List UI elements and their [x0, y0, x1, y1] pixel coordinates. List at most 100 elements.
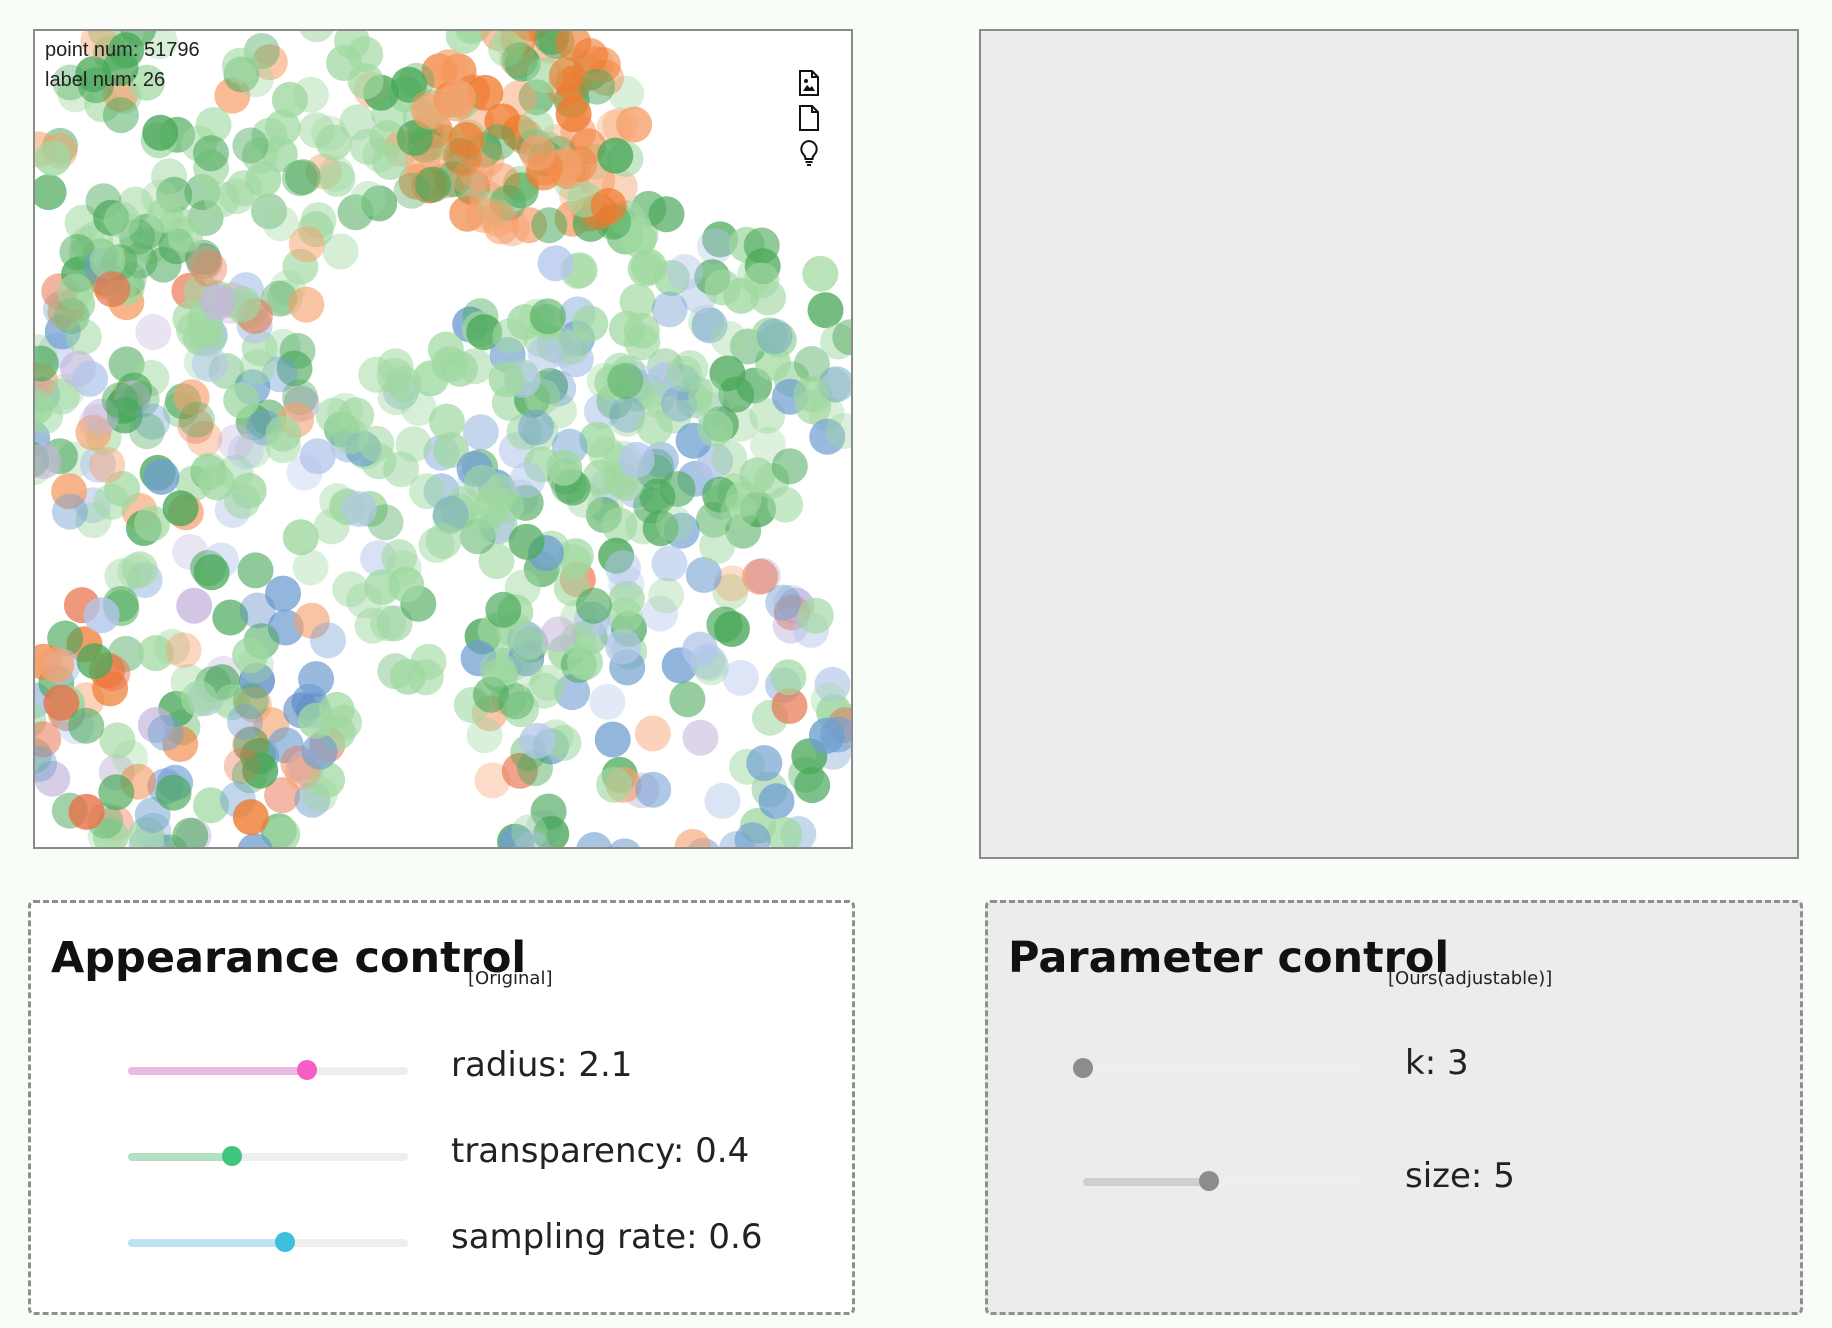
k-label: k: 3	[1405, 1043, 1469, 1083]
scatter-point	[518, 108, 555, 145]
scatter-point	[594, 721, 631, 758]
scatter-point	[301, 733, 338, 770]
slider-thumb[interactable]	[275, 1232, 295, 1252]
scatter-point	[725, 481, 762, 518]
scatter-point	[193, 135, 229, 172]
scatter-point	[51, 493, 88, 530]
scatter-plot[interactable]	[35, 31, 851, 847]
label-count-label: label num: 26	[45, 69, 166, 91]
scatter-plot-panel[interactable]: point num: 51796 label num: 26	[33, 29, 853, 849]
scatter-point	[128, 413, 165, 450]
scatter-point	[766, 816, 803, 847]
scatter-point	[518, 409, 554, 446]
scatter-point	[685, 557, 722, 593]
scatter-point	[264, 816, 301, 847]
scatter-point	[310, 622, 346, 659]
scatter-point	[217, 424, 254, 461]
scatter-point	[602, 352, 639, 389]
scatter-point	[347, 36, 384, 73]
scatter-point	[165, 632, 202, 669]
scatter-point	[72, 360, 109, 397]
scatter-point	[137, 707, 174, 743]
scatter-point	[722, 659, 759, 696]
scatter-point	[448, 122, 485, 158]
sampling-rate-slider[interactable]	[128, 1232, 408, 1254]
scatter-point	[181, 680, 217, 717]
scatter-point	[576, 832, 612, 847]
scatter-point	[620, 221, 657, 258]
slider-thumb[interactable]	[1073, 1058, 1093, 1078]
scatter-point	[372, 144, 409, 180]
size-slider[interactable]	[1083, 1171, 1363, 1193]
appearance-control-subtitle: [Original]	[468, 968, 553, 989]
k-slider[interactable]	[1073, 1058, 1363, 1080]
scatter-point	[533, 816, 570, 847]
scatter-point	[718, 376, 755, 413]
scatter-point	[669, 681, 706, 718]
scatter-point	[350, 180, 387, 217]
scatter-point	[619, 283, 656, 320]
scatter-point	[52, 64, 89, 101]
scatter-point	[162, 490, 199, 527]
slider-thumb[interactable]	[297, 1060, 317, 1080]
radius-label: radius: 2.1	[451, 1045, 633, 1085]
scatter-point	[251, 44, 288, 81]
scatter-point	[341, 491, 377, 527]
scatter-point	[651, 545, 688, 582]
scatter-point	[537, 245, 574, 282]
scatter-point	[814, 666, 851, 703]
scatter-point	[682, 719, 719, 756]
scatter-point	[498, 825, 535, 847]
scatter-point	[75, 502, 112, 539]
radius-slider[interactable]	[128, 1060, 408, 1082]
scatter-point	[354, 607, 391, 644]
scatter-point	[765, 584, 802, 621]
scatter-point	[474, 762, 511, 799]
scatter-point	[76, 643, 113, 680]
scatter-point	[609, 838, 640, 847]
scatter-point	[540, 616, 577, 653]
scatter-point	[682, 631, 718, 668]
scatter-point	[714, 565, 751, 602]
appearance-control-panel: Appearance control [Original] radius: 2.…	[28, 900, 855, 1315]
slider-fill	[128, 1067, 307, 1075]
parameter-control-title: Parameter control	[1008, 933, 1450, 983]
scatter-point	[94, 271, 131, 308]
scatter-point	[425, 522, 462, 559]
scatter-point	[265, 415, 302, 452]
scatter-point	[339, 104, 376, 141]
transparency-label: transparency: 0.4	[451, 1131, 750, 1171]
slider-thumb[interactable]	[1199, 1171, 1219, 1191]
scatter-point	[743, 262, 780, 299]
scatter-point	[265, 575, 301, 612]
scatter-point	[575, 587, 612, 624]
scatter-point	[509, 625, 546, 662]
slider-fill	[1083, 1178, 1209, 1186]
save-image-icon[interactable]	[795, 69, 823, 97]
scatter-point	[508, 523, 545, 560]
scatter-point	[661, 385, 697, 422]
scatter-point	[674, 828, 711, 847]
sampling-rate-label: sampling rate: 0.6	[451, 1217, 763, 1257]
scatter-point	[51, 473, 88, 510]
scatter-point	[155, 774, 192, 811]
scatter-point	[415, 166, 451, 203]
slider-thumb[interactable]	[222, 1146, 242, 1166]
scatter-point	[232, 637, 269, 674]
scatter-point	[465, 196, 502, 233]
scatter-point	[479, 650, 516, 687]
scatter-point	[231, 757, 268, 794]
scatter-point	[177, 408, 214, 444]
scatter-point	[319, 160, 356, 197]
scatter-point	[579, 421, 616, 458]
scatter-point	[793, 376, 830, 412]
transparency-slider[interactable]	[128, 1146, 408, 1168]
file-icon[interactable]	[795, 104, 823, 132]
scatter-point	[742, 558, 778, 595]
scatter-point	[381, 539, 418, 576]
scatter-point	[519, 135, 556, 171]
scatter-point	[809, 418, 846, 455]
scatter-point	[400, 390, 437, 426]
lightbulb-icon[interactable]	[795, 139, 823, 167]
scatter-point	[35, 345, 59, 382]
